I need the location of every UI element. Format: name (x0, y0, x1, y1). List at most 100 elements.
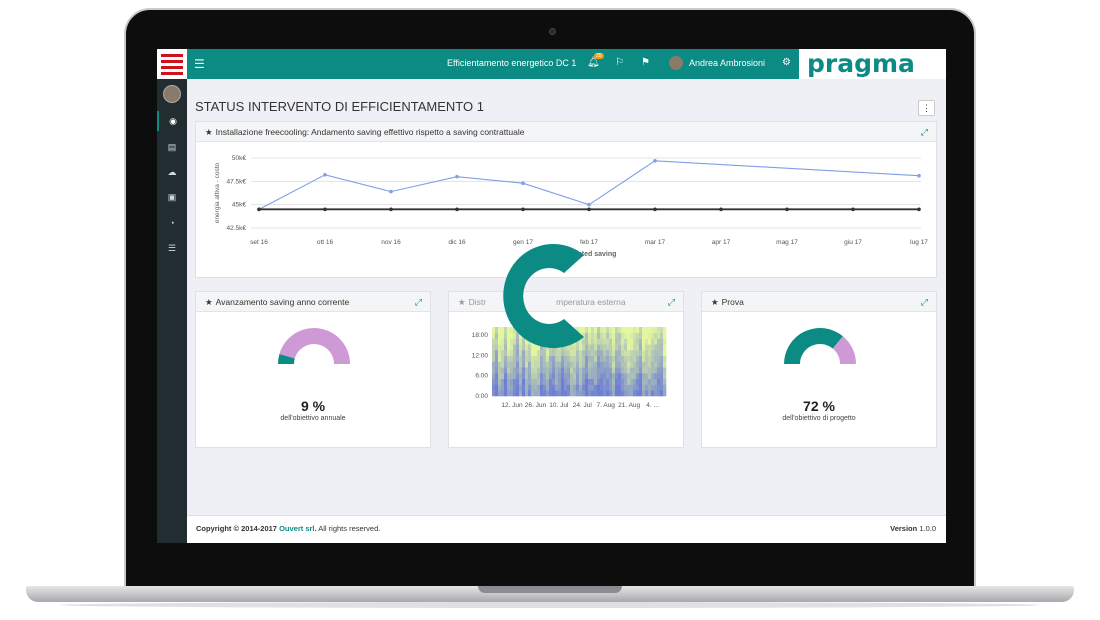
heatmap-cell (537, 361, 541, 368)
options-menu-button[interactable]: ⋮ (918, 100, 935, 116)
heatmap-cell (507, 355, 511, 362)
heatmap-cell (639, 355, 643, 362)
heatmap-cell (630, 367, 634, 374)
star-icon[interactable]: ★ (458, 297, 466, 307)
expand-icon[interactable]: ⤢ (414, 297, 422, 307)
flag-icon[interactable]: ⚑ (641, 57, 650, 68)
heatmap-cell (522, 361, 526, 368)
heatmap-cell (513, 390, 517, 397)
building-icon[interactable]: ▤ (167, 142, 177, 152)
document-icon[interactable]: ▣ (167, 192, 177, 202)
heatmap-cell (540, 355, 544, 362)
heatmap-cell (492, 332, 496, 339)
heatmap-cell (543, 355, 547, 362)
cloud-icon[interactable]: ☁ (167, 167, 177, 177)
star-icon[interactable]: ★ (205, 127, 213, 137)
heatmap-cell (495, 350, 499, 357)
heatmap-cell (612, 367, 616, 374)
heatmap-cell (591, 367, 595, 374)
heatmap-cell (525, 361, 529, 368)
heatmap-cell (525, 378, 529, 385)
hamburger-menu-icon[interactable]: ☰ (194, 57, 205, 71)
data-point (917, 173, 921, 178)
heatmap-cell (591, 384, 595, 391)
heatmap-cell (603, 367, 607, 374)
series-line (258, 160, 920, 210)
project-title[interactable]: Efficientamento energetico DC 1 (447, 58, 577, 68)
heatmap-cell (579, 373, 583, 380)
heatmap-cell (654, 367, 658, 374)
heatmap-cell (600, 332, 604, 339)
heatmap-cell (561, 367, 565, 374)
flag-outline-icon[interactable]: ⚐ (615, 57, 624, 68)
data-point (323, 207, 327, 212)
heatmap-cell (648, 338, 652, 345)
heatmap-cell (603, 350, 607, 357)
heatmap-cell (546, 367, 550, 374)
heatmap-cell (657, 373, 661, 380)
heatmap-cell (645, 338, 649, 345)
bell-icon[interactable]: 🔔︎ (587, 57, 600, 68)
sidebar-avatar[interactable] (163, 85, 181, 103)
heatmap-cell (627, 367, 631, 374)
heatmap-cell (636, 373, 640, 380)
heatmap-cell (615, 361, 619, 368)
sidebar: ◉ ▤ ☁ ▣ ◔ ☰ (157, 79, 187, 543)
heatmap-cell (516, 390, 520, 397)
heatmap-cell (621, 344, 625, 351)
heatmap-cell (618, 350, 622, 357)
heatmap-cell (501, 361, 505, 368)
heatmap-cell (621, 338, 625, 345)
heatmap-cell (636, 361, 640, 368)
heatmap-cell (591, 338, 595, 345)
heatmap-cell (639, 332, 643, 339)
footer: Copyright © 2014-2017 Ouvert srl. All ri… (187, 515, 946, 543)
heatmap-cell (660, 327, 664, 334)
heatmap-cell (612, 344, 616, 351)
heatmap-cell (588, 367, 592, 374)
heatmap-cell (519, 344, 523, 351)
heatmap-cell (498, 355, 502, 362)
heatmap-cell (564, 355, 568, 362)
heatmap-cell (585, 361, 589, 368)
company-logo[interactable] (157, 49, 187, 79)
heatmap-cell (618, 384, 622, 391)
heatmap-cell (579, 350, 583, 357)
heatmap-cell (630, 378, 634, 385)
x-tick-label: apr 17 (712, 239, 731, 246)
heatmap-cell (492, 327, 496, 334)
expand-icon[interactable]: ⤢ (667, 297, 675, 307)
heatmap-cell (612, 361, 616, 368)
user-name[interactable]: Andrea Ambrosioni (689, 58, 766, 68)
heatmap-cell (525, 338, 529, 345)
heatmap-cell (597, 327, 601, 334)
heatmap-cell (507, 338, 511, 345)
star-icon[interactable]: ★ (205, 297, 213, 307)
star-icon[interactable]: ★ (711, 297, 719, 307)
heatmap-cell (546, 384, 550, 391)
heatmap-cell (540, 378, 544, 385)
heatmap-cell (582, 390, 586, 397)
pie-chart-icon[interactable]: ◔ (169, 218, 175, 228)
heatmap-cell (561, 373, 565, 380)
heatmap-cell (660, 378, 664, 385)
heatmap-cell (612, 355, 616, 362)
heatmap-cell (642, 361, 646, 368)
expand-icon[interactable]: ⤢ (920, 127, 928, 137)
heatmap-cell (636, 350, 640, 357)
data-point (455, 207, 459, 212)
heatmap-cell (624, 350, 628, 357)
heatmap-cell (510, 361, 514, 368)
dashboard-icon[interactable]: ◉ (157, 111, 187, 131)
list-icon[interactable]: ☰ (167, 243, 177, 253)
y-tick-label: 50k€ (232, 155, 246, 162)
company-link[interactable]: Ouvert srl. (279, 524, 317, 533)
expand-icon[interactable]: ⤢ (920, 297, 928, 307)
avatar[interactable] (669, 56, 683, 70)
settings-icon[interactable]: ⚙ (782, 57, 791, 68)
heatmap-cell (588, 378, 592, 385)
heatmap-cell (594, 327, 598, 334)
gauge-remaining (279, 328, 350, 364)
heatmap-cell (561, 350, 565, 357)
heatmap-cell (663, 361, 667, 368)
